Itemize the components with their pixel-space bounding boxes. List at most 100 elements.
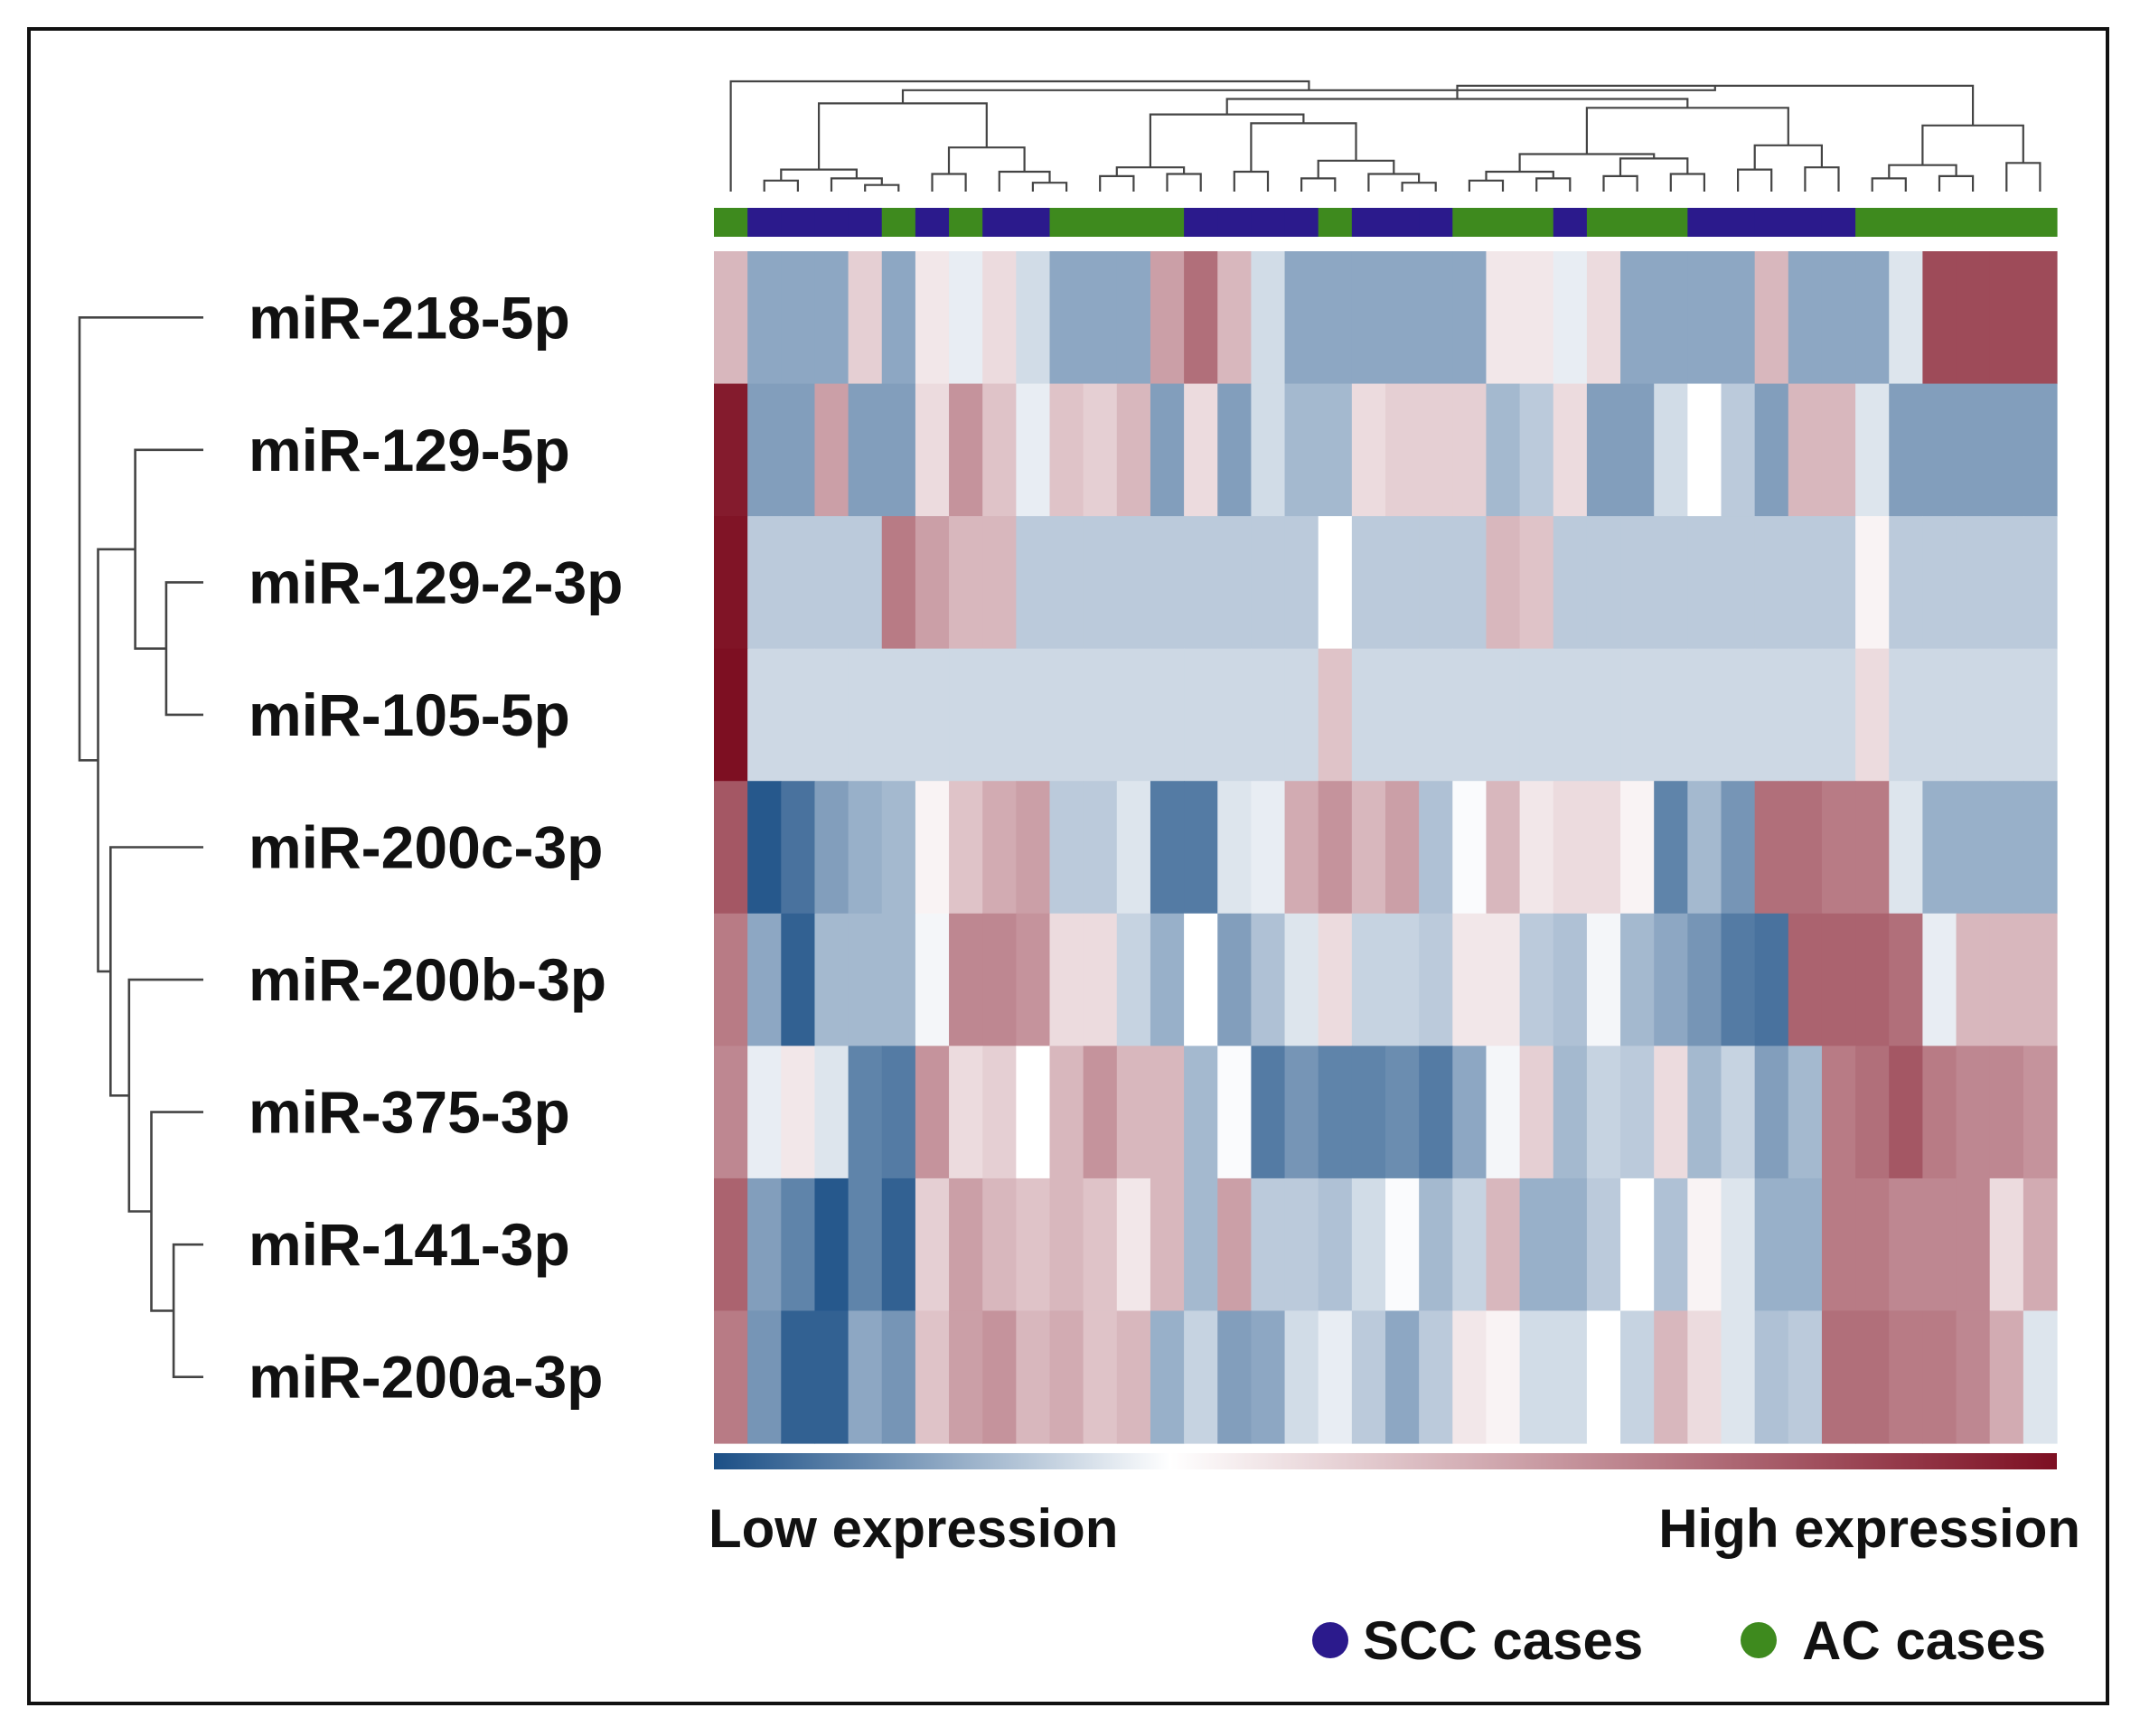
dendrogram-branch <box>1602 174 1638 192</box>
heatmap-cell <box>1184 913 1218 1046</box>
heatmap-cell <box>1754 383 1789 517</box>
heatmap-cell <box>1654 1178 1688 1312</box>
heatmap-cell <box>714 1310 748 1444</box>
heatmap-cell <box>848 1178 883 1312</box>
heatmap-cell <box>2023 383 2058 517</box>
dendrogram-branch <box>134 448 203 650</box>
heatmap-cell <box>1889 913 1923 1046</box>
heatmap-cell <box>1889 781 1923 915</box>
heatmap-cell <box>1889 1178 1923 1312</box>
heatmap-cell <box>1654 1310 1688 1444</box>
heatmap-cell <box>1654 648 1688 782</box>
heatmap-cell <box>747 516 782 650</box>
heatmap-cell <box>1150 516 1185 650</box>
heatmap-cell <box>1385 913 1420 1046</box>
heatmap-cell <box>1184 1178 1218 1312</box>
heatmap-cell <box>1889 1046 1923 1179</box>
heatmap-cell <box>1553 1310 1588 1444</box>
heatmap-cell <box>1184 251 1218 385</box>
heatmap-cell <box>814 913 849 1046</box>
group-bar-cell <box>1452 208 1488 237</box>
dendrogram-branch <box>1518 153 1656 172</box>
heatmap-cell <box>1385 1178 1420 1312</box>
group-bar-cell <box>848 208 883 237</box>
heatmap-cell <box>1486 913 1521 1046</box>
group-bar-cell <box>1049 208 1084 237</box>
heatmap-cell <box>1754 1046 1789 1179</box>
heatmap-cell <box>881 781 916 915</box>
heatmap-cell <box>1721 251 1756 385</box>
heatmap-cell <box>1016 383 1051 517</box>
group-bar-cell <box>1318 208 1353 237</box>
heatmap-cell <box>1956 1310 1991 1444</box>
heatmap-cell <box>1184 1310 1218 1444</box>
heatmap-cell <box>781 251 816 385</box>
heatmap-cell <box>1351 1178 1386 1312</box>
heatmap-cell <box>1385 516 1420 650</box>
heatmap-cell <box>881 251 916 385</box>
heatmap-cell <box>1922 516 1957 650</box>
dendrogram-branch <box>1938 174 1975 192</box>
heatmap-cell <box>1083 1310 1118 1444</box>
group-bar-cell <box>1687 208 1722 237</box>
heatmap-cell <box>1586 516 1621 650</box>
heatmap-cell <box>1519 1178 1554 1312</box>
heatmap-cell <box>1821 383 1856 517</box>
heatmap-cell <box>1116 1310 1151 1444</box>
heatmap-cell <box>915 913 950 1046</box>
heatmap-cell <box>1519 383 1554 517</box>
heatmap-cells <box>714 251 2058 1444</box>
heatmap-cell <box>1419 781 1453 915</box>
heatmap-cell <box>1184 1046 1218 1179</box>
heatmap-cell <box>982 383 1017 517</box>
heatmap-cell <box>982 913 1017 1046</box>
dendrogram-branch <box>864 183 900 192</box>
heatmap-cell <box>781 516 816 650</box>
heatmap-cell <box>1620 516 1655 650</box>
group-bar-cell <box>2023 208 2058 237</box>
dendrogram-branch <box>172 1243 203 1378</box>
group-bar-cell <box>949 208 983 237</box>
heatmap-cell <box>1351 251 1386 385</box>
heatmap-cell <box>714 251 748 385</box>
heatmap-cell <box>1721 383 1756 517</box>
heatmap-cell <box>1049 781 1084 915</box>
heatmap-cell <box>1922 648 1957 782</box>
heatmap-cell <box>1687 648 1722 782</box>
group-bar-cell <box>1654 208 1688 237</box>
heatmap-cell <box>2023 648 2058 782</box>
heatmap-cell <box>1754 516 1789 650</box>
heatmap-cell <box>881 1046 916 1179</box>
row-labels: miR-218-5p miR-129-5p miR-129-2-3p miR-105-… <box>249 284 623 1410</box>
heatmap-cell <box>982 516 1017 650</box>
heatmap-cell <box>1452 383 1488 517</box>
heatmap-cell <box>1049 251 1084 385</box>
heatmap-cell <box>814 648 849 782</box>
heatmap-cell <box>747 781 782 915</box>
group-bar-cell <box>1553 208 1588 237</box>
heatmap-cell <box>1754 781 1789 915</box>
heatmap-cell <box>1452 648 1488 782</box>
heatmap-cell <box>781 1046 816 1179</box>
heatmap-cell <box>1116 251 1151 385</box>
heatmap-cell <box>1150 383 1185 517</box>
heatmap-cell <box>1855 1046 1890 1179</box>
heatmap-cell <box>1989 1046 2024 1179</box>
group-bar-cell <box>1754 208 1789 237</box>
heatmap-cell <box>1989 516 2024 650</box>
heatmap-cell <box>915 251 950 385</box>
heatmap-cell <box>1049 1046 1084 1179</box>
heatmap-cell <box>1184 648 1218 782</box>
heatmap-cell <box>714 516 748 650</box>
heatmap-cell <box>1855 913 1890 1046</box>
heatmap-cell <box>1251 781 1286 915</box>
dendrogram-branch <box>1166 173 1202 192</box>
heatmap-cell <box>1519 781 1554 915</box>
group-bar-cell <box>1284 208 1319 237</box>
heatmap-cell <box>1049 516 1084 650</box>
heatmap-cell <box>1217 781 1252 915</box>
heatmap-cell <box>1586 383 1621 517</box>
heatmap-cell <box>881 648 916 782</box>
group-bar-cell <box>1586 208 1621 237</box>
heatmap-cell <box>1150 251 1185 385</box>
